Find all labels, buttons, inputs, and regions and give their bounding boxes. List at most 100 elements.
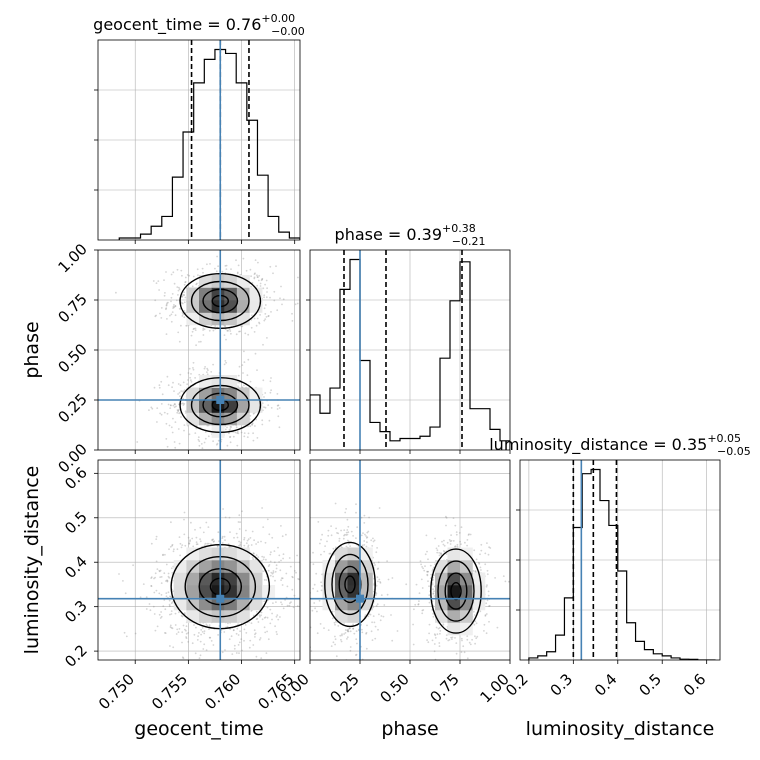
scatter-point <box>343 534 345 537</box>
scatter-point <box>428 585 430 588</box>
scatter-point <box>224 424 227 427</box>
density-cell <box>224 572 238 586</box>
density-cell <box>199 287 212 301</box>
scatter-point <box>421 609 424 612</box>
scatter-point <box>314 607 316 610</box>
scatter-point <box>182 657 185 660</box>
scatter-point <box>350 530 353 533</box>
scatter-point <box>232 435 235 438</box>
density-cell <box>173 585 187 598</box>
scatter-point <box>199 540 202 543</box>
scatter-point <box>241 510 243 513</box>
scatter-point <box>158 592 161 595</box>
scatter-point <box>190 379 192 382</box>
scatter-point <box>375 605 378 607</box>
scatter-point <box>421 612 424 615</box>
scatter-point <box>154 299 157 302</box>
scatter-point <box>371 639 374 641</box>
scatter-point <box>195 427 198 430</box>
density-cell <box>199 412 212 426</box>
scatter-point <box>238 330 240 333</box>
scatter-point <box>203 630 206 632</box>
density-cell <box>199 572 212 586</box>
scatter-point <box>478 561 480 564</box>
scatter-point <box>225 264 228 267</box>
scatter-point <box>241 364 244 366</box>
scatter-point <box>160 576 163 578</box>
x-axis-label-2: luminosity_distance <box>526 718 715 740</box>
scatter-point <box>158 613 161 616</box>
scatter-point <box>206 263 208 266</box>
scatter-point <box>122 580 124 582</box>
scatter-point <box>243 537 246 539</box>
scatter-point <box>195 541 198 544</box>
scatter-point <box>155 560 158 563</box>
scatter-point <box>347 628 350 631</box>
scatter-point <box>260 614 262 617</box>
scatter-point <box>249 268 252 271</box>
scatter-point <box>412 643 415 646</box>
scatter-point <box>262 287 265 290</box>
scatter-point <box>479 610 482 613</box>
scatter-point <box>379 581 381 583</box>
scatter-point <box>168 599 171 602</box>
scatter-point <box>355 638 358 641</box>
scatter-point <box>267 638 270 641</box>
scatter-point <box>464 541 466 544</box>
scatter-point <box>380 615 383 617</box>
scatter-point <box>474 570 477 573</box>
scatter-point <box>256 617 259 620</box>
scatter-point <box>264 406 267 409</box>
scatter-point <box>334 638 337 641</box>
scatter-point <box>181 315 184 317</box>
scatter-point <box>225 268 228 270</box>
scatter-point <box>250 622 253 625</box>
scatter-point <box>386 560 388 562</box>
scatter-point <box>366 531 369 534</box>
scatter-point <box>156 407 159 409</box>
scatter-point <box>182 624 185 627</box>
scatter-point <box>315 581 317 583</box>
scatter-point <box>374 637 377 640</box>
scatter-point <box>222 508 225 510</box>
scatter-point <box>341 634 343 637</box>
scatter-point <box>340 638 342 641</box>
scatter-point <box>178 536 181 538</box>
scatter-point <box>271 618 273 621</box>
scatter-point <box>205 623 208 626</box>
scatter-point <box>420 578 423 581</box>
scatter-point <box>192 368 195 371</box>
density-cell <box>249 572 263 586</box>
scatter-point <box>187 372 190 374</box>
scatter-point <box>266 518 269 521</box>
scatter-point <box>192 367 194 369</box>
luminosity-distance-vs-phase-contour-0-0 <box>344 575 356 594</box>
scatter-point <box>187 641 190 643</box>
scatter-point <box>215 270 218 273</box>
scatter-point <box>203 328 206 331</box>
scatter-point <box>433 574 435 577</box>
scatter-point <box>343 669 345 671</box>
scatter-point <box>158 570 161 573</box>
scatter-point <box>186 383 189 386</box>
scatter-point <box>202 648 205 650</box>
x-tick-label-luminosity_distance: 0.2 <box>502 670 532 700</box>
scatter-point <box>349 545 351 547</box>
scatter-point <box>214 267 216 270</box>
scatter-point <box>237 264 240 267</box>
scatter-point <box>435 626 438 629</box>
scatter-point <box>371 621 373 624</box>
scatter-point <box>343 533 346 536</box>
scatter-point <box>396 630 399 632</box>
scatter-point <box>215 443 218 446</box>
scatter-point <box>346 529 349 531</box>
scatter-point <box>267 569 270 572</box>
scatter-point <box>306 614 308 616</box>
scatter-point <box>198 444 201 447</box>
scatter-point <box>365 647 368 650</box>
scatter-point <box>185 636 188 638</box>
scatter-point <box>155 282 158 285</box>
scatter-point <box>426 570 428 573</box>
scatter-point <box>173 548 175 551</box>
phase-hist-title: phase = 0.39+0.38 −0.21 <box>335 222 486 248</box>
